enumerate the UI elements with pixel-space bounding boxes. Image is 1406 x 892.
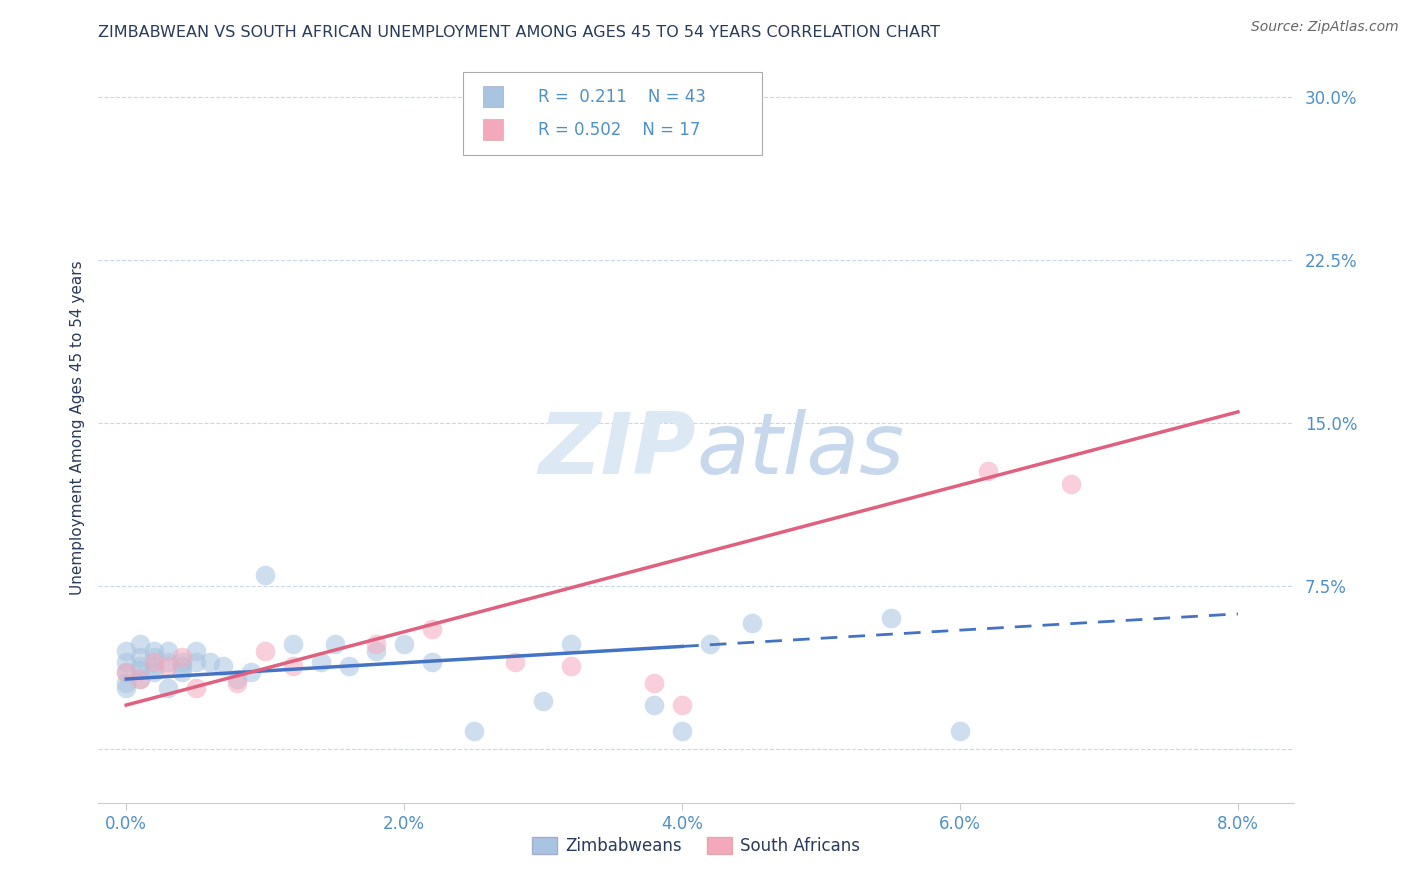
Point bbox=[156, 644, 179, 658]
Point bbox=[879, 611, 901, 625]
Point bbox=[531, 694, 554, 708]
Point bbox=[129, 672, 152, 686]
Point bbox=[505, 655, 527, 669]
Point bbox=[143, 655, 166, 669]
Point bbox=[420, 655, 443, 669]
Point bbox=[129, 672, 152, 686]
Text: ZIP: ZIP bbox=[538, 409, 696, 492]
Point bbox=[129, 637, 152, 651]
Point bbox=[170, 665, 193, 680]
Point bbox=[254, 567, 277, 582]
Point bbox=[1060, 476, 1083, 491]
Point bbox=[671, 724, 693, 739]
Y-axis label: Unemployment Among Ages 45 to 54 years: Unemployment Among Ages 45 to 54 years bbox=[69, 260, 84, 596]
Bar bbox=[484, 87, 503, 107]
Point bbox=[115, 676, 138, 690]
Point bbox=[323, 637, 346, 651]
Point bbox=[699, 637, 721, 651]
Bar bbox=[484, 120, 503, 140]
Point bbox=[115, 681, 138, 695]
Point bbox=[463, 724, 485, 739]
Point bbox=[143, 659, 166, 673]
Point bbox=[281, 659, 304, 673]
Text: R = 0.502    N = 17: R = 0.502 N = 17 bbox=[538, 121, 700, 139]
Point bbox=[643, 676, 665, 690]
Point bbox=[337, 659, 360, 673]
Point bbox=[170, 659, 193, 673]
Point bbox=[240, 665, 263, 680]
Text: ZIMBABWEAN VS SOUTH AFRICAN UNEMPLOYMENT AMONG AGES 45 TO 54 YEARS CORRELATION C: ZIMBABWEAN VS SOUTH AFRICAN UNEMPLOYMENT… bbox=[98, 25, 941, 40]
Point bbox=[212, 659, 235, 673]
Legend: Zimbabweans, South Africans: Zimbabweans, South Africans bbox=[526, 830, 866, 862]
Point bbox=[129, 659, 152, 673]
Text: atlas: atlas bbox=[696, 409, 904, 492]
Point bbox=[129, 650, 152, 665]
Point bbox=[977, 463, 1000, 477]
Point bbox=[254, 644, 277, 658]
Point bbox=[281, 637, 304, 651]
Point bbox=[366, 644, 388, 658]
Point bbox=[129, 663, 152, 677]
Point bbox=[226, 672, 249, 686]
Point bbox=[198, 655, 221, 669]
Text: Source: ZipAtlas.com: Source: ZipAtlas.com bbox=[1251, 20, 1399, 34]
Point bbox=[366, 637, 388, 651]
FancyBboxPatch shape bbox=[463, 72, 762, 154]
Point bbox=[392, 637, 415, 651]
Point bbox=[170, 655, 193, 669]
Point bbox=[184, 644, 207, 658]
Point bbox=[115, 665, 138, 680]
Point bbox=[143, 644, 166, 658]
Point bbox=[560, 659, 582, 673]
Point bbox=[949, 724, 972, 739]
Point bbox=[115, 665, 138, 680]
Point bbox=[170, 650, 193, 665]
Point bbox=[309, 655, 332, 669]
Point bbox=[420, 622, 443, 636]
Point bbox=[671, 698, 693, 712]
Point bbox=[184, 681, 207, 695]
Point bbox=[143, 665, 166, 680]
Point bbox=[643, 698, 665, 712]
Point bbox=[560, 637, 582, 651]
Point bbox=[115, 644, 138, 658]
Point bbox=[156, 659, 179, 673]
Point bbox=[156, 655, 179, 669]
Point bbox=[184, 655, 207, 669]
Text: R =  0.211    N = 43: R = 0.211 N = 43 bbox=[538, 88, 706, 106]
Point bbox=[741, 615, 763, 630]
Point bbox=[115, 655, 138, 669]
Point bbox=[156, 681, 179, 695]
Point bbox=[143, 650, 166, 665]
Point bbox=[226, 676, 249, 690]
